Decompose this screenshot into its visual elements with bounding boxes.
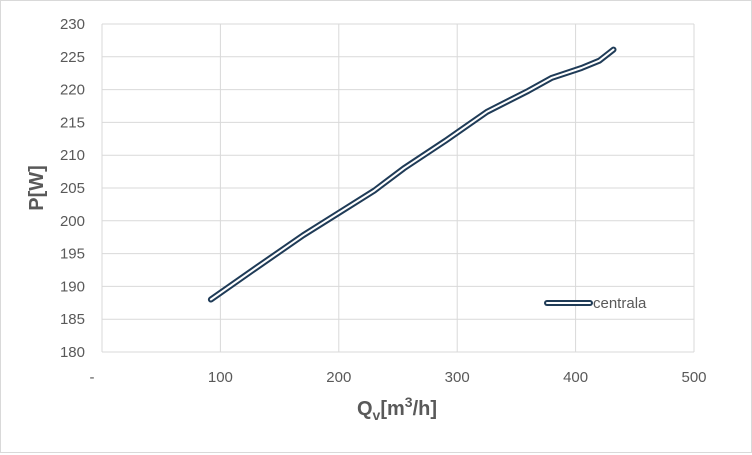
x-axis-title: Qv[m3/h] — [357, 394, 437, 423]
legend-label: centrala — [593, 295, 647, 312]
x-tick-labels: - 100 200 300 400 500 — [90, 369, 707, 386]
x-axis-title-unit-open: [m — [380, 398, 404, 420]
series-point — [612, 49, 614, 51]
y-tick-label: 210 — [60, 147, 85, 164]
y-tick-label: 225 — [60, 49, 85, 66]
gridlines — [101, 23, 695, 353]
x-tick-label: - — [90, 369, 95, 386]
y-tick-label: 190 — [60, 278, 85, 295]
series-point — [444, 140, 446, 142]
y-tick-label: 185 — [60, 311, 85, 328]
x-axis-title-unit-close: /h] — [413, 398, 437, 420]
series-point — [338, 212, 340, 214]
x-axis-title-sup: 3 — [405, 394, 413, 410]
x-tick-label: 400 — [563, 369, 588, 386]
series-point — [373, 190, 375, 192]
series-point — [210, 299, 212, 301]
legend: centrala — [544, 295, 647, 312]
y-axis-title: P[W] — [26, 165, 48, 211]
y-tick-label: 205 — [60, 180, 85, 197]
series-point — [255, 267, 257, 269]
series-point — [551, 77, 553, 79]
series-point — [581, 67, 583, 69]
series-point — [598, 60, 600, 62]
y-tick-label: 200 — [60, 213, 85, 230]
x-tick-label: 300 — [445, 369, 470, 386]
x-axis-title-main: Q — [357, 398, 373, 420]
x-tick-label: 100 — [208, 369, 233, 386]
y-tick-label: 195 — [60, 246, 85, 263]
series-lines — [207, 46, 617, 303]
y-tick-label: 220 — [60, 82, 85, 99]
series-point — [527, 90, 529, 92]
series-line-core — [209, 48, 615, 301]
x-tick-label: 500 — [681, 369, 706, 386]
x-axis-title-sub: v — [373, 407, 381, 423]
x-tick-label: 200 — [326, 369, 351, 386]
series-point — [302, 234, 304, 236]
y-tick-labels: 180 185 190 195 200 205 210 215 220 225 230 — [60, 16, 85, 361]
y-tick-label: 215 — [60, 114, 85, 131]
series-line-outline — [207, 46, 617, 303]
series-point — [403, 167, 405, 169]
y-tick-label: 230 — [60, 16, 85, 33]
series-point — [486, 111, 488, 113]
y-tick-label: 180 — [60, 344, 85, 361]
